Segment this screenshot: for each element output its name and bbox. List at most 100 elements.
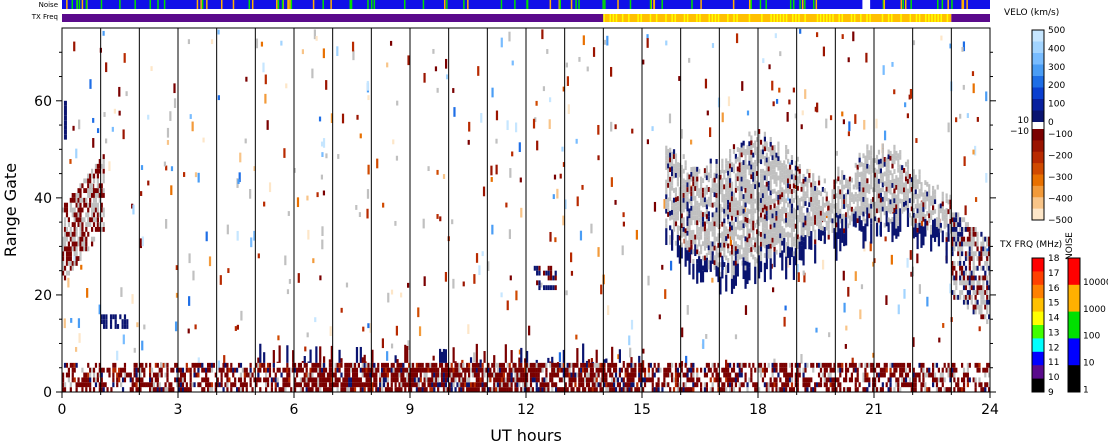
ground-scatter-cell — [856, 193, 859, 199]
near-range-cell — [719, 387, 722, 392]
ground-scatter-cell — [676, 181, 679, 187]
scatter-cell — [646, 38, 649, 48]
near-range-cell — [353, 382, 357, 388]
late-patch-cell — [966, 294, 969, 300]
ground-scatter-cell — [877, 207, 881, 213]
late-patch-cell — [982, 290, 985, 295]
near-range-cell — [651, 382, 654, 388]
near-range-cell — [435, 377, 438, 383]
ground-scatter-cell — [794, 170, 797, 176]
scatter-cell — [912, 40, 916, 46]
ground-scatter-cell — [783, 204, 786, 209]
ground-scatter-cell — [779, 199, 782, 205]
near-range-cell — [328, 377, 331, 383]
ground-scatter-cell — [696, 225, 699, 230]
near-range-cell — [825, 382, 828, 388]
near-range-cell — [825, 387, 828, 392]
near-range-cell — [464, 367, 467, 373]
near-range-cell — [435, 367, 438, 373]
ground-scatter-cell — [891, 202, 894, 208]
scatter-cell — [508, 229, 511, 239]
near-range-cell — [469, 387, 473, 392]
near-range-cell — [850, 372, 853, 378]
early-patch-cell — [71, 260, 74, 266]
ground-scatter-cell — [721, 236, 724, 242]
near-range-cell — [750, 372, 753, 378]
ground-scatter-cell — [738, 186, 741, 192]
ground-scatter-cell — [773, 179, 776, 184]
ground-scatter-cell — [877, 149, 881, 155]
near-range-cell — [887, 387, 890, 392]
near-range-cell — [817, 362, 821, 368]
scatter-cell — [548, 97, 552, 103]
near-range-spike — [303, 356, 306, 363]
ground-scatter-cell — [796, 244, 799, 249]
ground-scatter-cell — [736, 249, 739, 254]
near-range-cell — [425, 377, 428, 383]
near-range-cell — [669, 367, 672, 373]
near-range-cell — [398, 372, 401, 378]
near-range-cell — [106, 387, 109, 392]
ground-scatter-cell — [901, 184, 904, 190]
ground-scatter-cell — [748, 228, 751, 234]
ground-scatter-cell — [701, 241, 705, 247]
near-range-cell — [730, 382, 734, 388]
ground-scatter-cell — [794, 160, 797, 166]
near-range-cell — [203, 377, 206, 383]
early-patch-cell — [81, 231, 84, 237]
late-patch-cell — [959, 217, 962, 223]
near-range-cell — [160, 387, 163, 392]
ground-scatter-cell — [858, 162, 861, 168]
near-range-cell — [400, 367, 403, 373]
ground-scatter-cell — [700, 225, 703, 230]
near-range-cell — [166, 362, 169, 368]
ground-scatter-cell — [759, 149, 763, 155]
ground-scatter-cell — [748, 184, 751, 190]
scatter-cell — [890, 254, 893, 265]
ground-scatter-cell — [777, 238, 780, 244]
near-range-cell — [208, 382, 212, 388]
ground-scatter-cell — [696, 191, 699, 196]
near-range-cell — [785, 382, 788, 388]
scatter-cell — [787, 257, 790, 268]
ground-scatter-cell — [740, 234, 743, 240]
ground-scatter-cell — [821, 201, 824, 207]
ground-scatter-cell — [692, 166, 695, 172]
near-range-cell — [131, 382, 134, 388]
near-range-cell — [143, 367, 146, 373]
near-range-cell — [864, 362, 867, 368]
noise-strip-tick — [312, 0, 315, 9]
late-patch-cell — [966, 299, 969, 305]
ground-scatter-cell — [715, 222, 718, 227]
near-range-cell — [684, 382, 687, 388]
ground-scatter-cell — [860, 190, 863, 196]
near-range-cell — [524, 387, 527, 392]
scatter-cell — [462, 281, 465, 287]
ground-scatter-cell — [729, 178, 732, 183]
near-range-cell — [738, 362, 741, 368]
ground-scatter-cell — [752, 186, 755, 192]
ground-scatter-cell — [918, 188, 921, 194]
near-range-cell — [487, 362, 490, 368]
near-range-cell — [456, 372, 459, 378]
scatter-cell — [706, 110, 709, 116]
early-patch-cell — [87, 231, 90, 237]
ground-scatter-cell — [802, 222, 805, 228]
near-range-spike — [479, 359, 482, 363]
ground-scatter-cell — [700, 234, 703, 240]
scatter-cell — [376, 158, 379, 169]
early-patch-cell — [79, 241, 82, 247]
near-range-cell — [845, 362, 848, 368]
ground-scatter-cell — [837, 195, 840, 201]
scatter-cell — [436, 214, 439, 219]
ground-scatter-cell — [715, 168, 718, 174]
ground-scatter-cell — [680, 223, 683, 229]
near-range-cell — [205, 372, 208, 378]
near-range-cell — [893, 362, 896, 368]
scatter-cell — [920, 216, 924, 227]
near-range-cell — [493, 382, 496, 388]
near-range-cell — [740, 367, 743, 373]
ground-scatter-cell — [874, 172, 877, 178]
near-range-cell — [951, 362, 954, 368]
near-range-cell — [73, 377, 76, 383]
